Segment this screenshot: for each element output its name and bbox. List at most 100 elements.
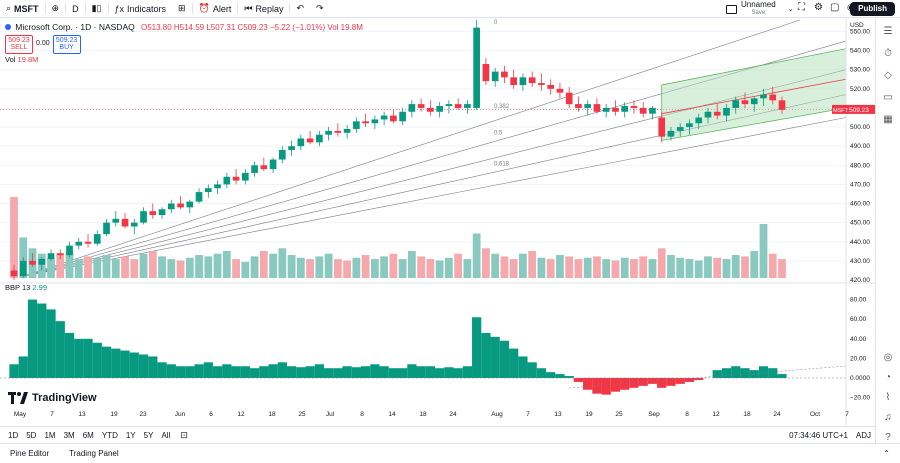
utc-clock[interactable]: 07:34:46 UTC+1 bbox=[789, 430, 848, 440]
volume-bar bbox=[667, 255, 675, 278]
bbp-bar bbox=[592, 378, 602, 394]
volume-bar bbox=[232, 259, 240, 278]
candle-body bbox=[204, 188, 212, 193]
bbp-trendline bbox=[569, 365, 847, 389]
time-tick: 12 bbox=[237, 411, 245, 418]
volume-legend: Vol 19.8M bbox=[5, 55, 38, 64]
bbp-bar bbox=[657, 378, 667, 388]
bbp-tick: 60.00 bbox=[850, 316, 867, 323]
candle-body bbox=[556, 88, 564, 93]
publish-button[interactable]: Publish bbox=[850, 2, 895, 16]
timeframe-1y[interactable]: 1Y bbox=[125, 430, 136, 440]
timeframe-6m[interactable]: 6M bbox=[82, 430, 94, 440]
time-axis[interactable]: May 7 13 19 23 Jun 6 12 18 25 Jul 8 14 18 24 Aug 7 13 19 25… bbox=[14, 411, 849, 418]
volume-bar bbox=[10, 197, 18, 278]
pine-editor-tab[interactable]: Pine Editor bbox=[10, 449, 50, 458]
redo-button[interactable]: ↷ bbox=[310, 0, 330, 17]
bbp-bar bbox=[18, 356, 28, 378]
candle-body bbox=[306, 138, 314, 143]
candle-body bbox=[473, 27, 480, 108]
bbp-bar bbox=[536, 368, 547, 378]
calendar-icon[interactable]: ▦ bbox=[883, 114, 893, 125]
time-tick: May bbox=[14, 411, 27, 418]
candle-body bbox=[223, 176, 231, 185]
bbp-bar bbox=[46, 309, 56, 378]
bbp-bar bbox=[370, 364, 380, 378]
candle-body bbox=[649, 107, 656, 114]
bbp-bar bbox=[185, 366, 195, 378]
candle-body bbox=[288, 146, 295, 150]
pie-icon[interactable]: ◔ bbox=[884, 372, 892, 383]
candle-body bbox=[464, 104, 471, 108]
candle-body bbox=[436, 106, 443, 112]
layout-menu[interactable]: Unnamed Save ⌄ bbox=[726, 1, 794, 17]
bbp-axis[interactable]: 80.00 60.00 40.00 20.00 0.0000 −20.00 bbox=[850, 297, 870, 402]
layout-status: Save bbox=[751, 10, 766, 16]
legend-title[interactable]: Microsoft Corp. · 1D · NASDAQ bbox=[15, 22, 135, 32]
bell-icon[interactable]: ♫ bbox=[884, 412, 892, 423]
help-icon[interactable]: ? bbox=[885, 432, 891, 443]
price-tick: 540.00 bbox=[850, 48, 870, 55]
interval-button[interactable]: D bbox=[66, 0, 85, 17]
chart-type-button[interactable]: ▮▯ bbox=[86, 0, 108, 17]
goto-date-icon[interactable]: ⊡ bbox=[180, 429, 188, 440]
bbp-bar bbox=[758, 366, 769, 378]
timeframe-ytd[interactable]: YTD bbox=[101, 430, 118, 440]
compare-button[interactable]: ⊕ bbox=[46, 0, 66, 17]
indicators-button[interactable]: ƒx Indicators bbox=[109, 0, 173, 17]
bbp-bar bbox=[694, 378, 704, 380]
undo-button[interactable]: ↶ bbox=[290, 0, 310, 17]
volume-bar bbox=[574, 259, 583, 278]
bbp-bar bbox=[203, 362, 213, 378]
sell-button[interactable]: 509.23 SELL bbox=[5, 35, 33, 54]
bbp-bar bbox=[138, 354, 149, 378]
timeframe-5y[interactable]: 5Y bbox=[143, 430, 154, 440]
window-icon[interactable]: ▢ bbox=[830, 2, 840, 13]
time-tick: 13 bbox=[78, 411, 86, 418]
layers-icon[interactable]: ◇ bbox=[884, 70, 892, 81]
volume-bar bbox=[482, 248, 490, 278]
timeframe-5d[interactable]: 5D bbox=[26, 430, 37, 440]
timeframe-3m[interactable]: 3M bbox=[63, 430, 75, 440]
templates-button[interactable]: ⊞ bbox=[172, 0, 192, 17]
volume-bar bbox=[259, 251, 268, 278]
chat-icon[interactable]: ▭ bbox=[883, 92, 893, 103]
timeframe-all[interactable]: All bbox=[161, 430, 171, 440]
time-tick: 8 bbox=[685, 411, 689, 418]
alarm-clock-icon[interactable]: ⏱ bbox=[884, 48, 892, 59]
symbol-search[interactable]: ⌕ MSFT bbox=[0, 0, 45, 17]
chart-legend: Microsoft Corp. · 1D · NASDAQ O513.80 H5… bbox=[5, 22, 363, 32]
bbp-bar bbox=[509, 348, 519, 378]
time-tick: 23 bbox=[139, 411, 147, 418]
symbol-dot bbox=[5, 24, 11, 30]
fib-label: 0.618 bbox=[494, 161, 510, 167]
watchlist-icon[interactable]: ☰ bbox=[883, 26, 893, 37]
alert-button[interactable]: ⏰ Alert bbox=[193, 0, 238, 17]
time-tick: Aug bbox=[491, 411, 503, 418]
trading-panel-tab[interactable]: Trading Panel bbox=[69, 449, 119, 458]
replay-button[interactable]: ⏮ Replay bbox=[238, 0, 289, 17]
target-icon[interactable]: ◎ bbox=[883, 352, 893, 363]
grid-icon: ⊞ bbox=[178, 3, 186, 13]
chevron-up-icon[interactable]: ⌃ bbox=[883, 449, 890, 458]
price-axis[interactable]: USD550.00540.00530.00520.00510.00500.004… bbox=[832, 18, 876, 426]
redo-icon: ↷ bbox=[316, 3, 324, 13]
candle-body bbox=[528, 77, 536, 84]
timeframe-1m[interactable]: 1M bbox=[44, 430, 56, 440]
timeframe-1d[interactable]: 1D bbox=[8, 430, 19, 440]
candle-body bbox=[584, 104, 592, 108]
fullscreen-icon[interactable]: ⛶ bbox=[798, 2, 805, 13]
bbp-bar bbox=[305, 366, 315, 378]
rss-icon[interactable]: ⌇ bbox=[885, 392, 891, 403]
volume-bar bbox=[296, 257, 305, 278]
volume-bar bbox=[435, 260, 444, 278]
settings-icon[interactable]: ⚙ bbox=[814, 2, 823, 13]
candle-body bbox=[667, 130, 675, 137]
time-tick: 19 bbox=[110, 411, 118, 418]
adj-toggle[interactable]: ADJ bbox=[855, 430, 871, 440]
bbp-bar bbox=[527, 362, 537, 378]
candle-body bbox=[676, 127, 684, 131]
volume-bars bbox=[10, 197, 786, 278]
buy-button[interactable]: 509.23 BUY bbox=[52, 35, 81, 54]
